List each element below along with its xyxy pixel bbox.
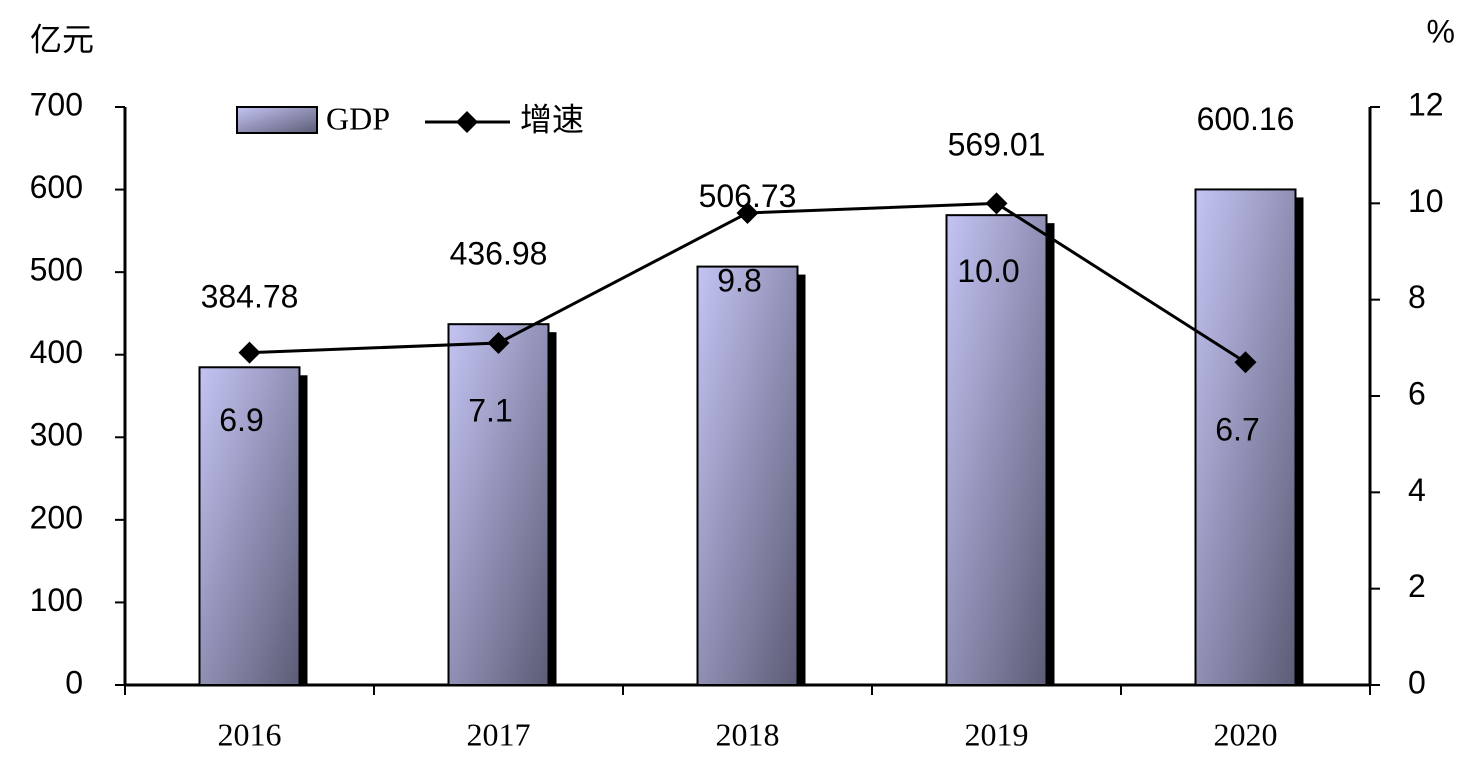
y2-tick-label: 4 [1408,472,1426,508]
x-tick-label: 2018 [716,716,780,752]
y2-tick-label: 8 [1408,279,1426,315]
line-value-label: 7.1 [468,392,512,428]
line-value-label: 9.8 [717,262,761,298]
y2-tick-label: 10 [1408,183,1444,219]
y-tick-label: 0 [65,664,83,700]
legend-label: 增速 [520,101,584,137]
bar [447,323,550,686]
line-value-label: 10.0 [957,253,1019,289]
y-tick-label: 600 [30,169,83,205]
y2-tick-label: 0 [1408,664,1426,700]
y2-tick-label: 6 [1408,375,1426,411]
bar [1194,188,1297,687]
bar [696,265,799,686]
legend-label: GDP [326,100,390,136]
line-marker [487,332,510,355]
x-tick-label: 2016 [218,716,282,752]
line-marker [736,201,759,224]
bar-value-label: 569.01 [948,127,1046,163]
bar-value-label: 436.98 [450,236,548,272]
x-tick-label: 2019 [965,716,1029,752]
y2-tick-label: 12 [1408,86,1444,122]
line-value-label: 6.7 [1215,412,1259,448]
y2-tick-label: 2 [1408,568,1426,604]
y-tick-label: 700 [30,86,83,122]
bar-value-label: 600.16 [1197,101,1295,137]
y-tick-label: 300 [30,417,83,453]
y-axis-label: 亿元 [30,21,94,57]
line-marker [985,192,1008,215]
line-value-label: 6.9 [219,402,263,438]
line-marker [1234,351,1257,374]
y-tick-label: 400 [30,334,83,370]
legend-swatch [236,106,318,134]
bar [198,366,301,686]
x-tick-label: 2017 [467,716,531,752]
y2-axis-label: % [1427,13,1455,49]
bar [945,214,1048,686]
bar-value-label: 384.78 [201,279,299,315]
y-tick-label: 200 [30,499,83,535]
y-tick-label: 100 [30,582,83,618]
x-tick-label: 2020 [1214,716,1278,752]
legend-marker [456,111,478,133]
line-marker [238,341,261,364]
y-tick-label: 500 [30,252,83,288]
